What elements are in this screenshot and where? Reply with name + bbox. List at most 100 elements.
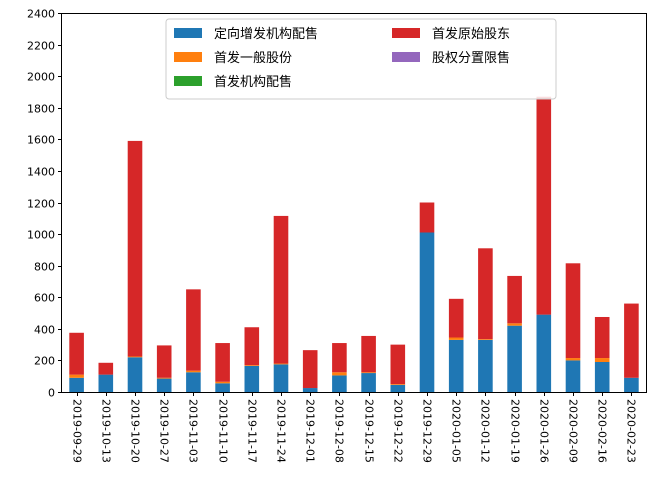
x-tick-label: 2019-11-17 <box>246 399 259 463</box>
bar-segment <box>390 384 406 392</box>
y-axis: 0 200 400 600 800 1000 1200 1400 1600 1800 2000 220… <box>27 8 62 400</box>
x-tick-label: 2020-01-26 <box>538 399 551 463</box>
x-tick-label: 2019-10-13 <box>100 399 113 463</box>
bar-segment <box>156 378 172 392</box>
bar-segment <box>273 363 289 365</box>
bar-segment <box>419 232 435 392</box>
bar-segment <box>156 345 172 378</box>
legend-swatch <box>392 28 420 38</box>
bar-segment <box>302 350 318 389</box>
bar-segment <box>156 377 172 379</box>
y-tick-label: 1800 <box>27 103 55 116</box>
y-tick-label: 200 <box>34 355 55 368</box>
y-tick-label: 2400 <box>27 8 55 21</box>
x-tick-label: 2019-11-03 <box>187 399 200 463</box>
bar-segment <box>186 372 201 392</box>
bar-segment <box>273 364 289 392</box>
x-tick-label: 2020-01-05 <box>450 399 463 463</box>
x-tick-label: 2019-10-27 <box>158 399 171 463</box>
bar-segment <box>536 96 552 315</box>
bar-segment <box>565 263 581 359</box>
bar-segment <box>215 343 230 382</box>
y-tick-label: 1200 <box>27 198 55 211</box>
legend-swatch <box>174 52 202 62</box>
bar-segment <box>332 375 347 392</box>
bar-segment <box>244 365 260 366</box>
bar-segment <box>536 314 552 392</box>
bar-segment <box>361 373 376 392</box>
bars-layer <box>69 96 639 392</box>
bar-segment <box>448 298 464 338</box>
legend-swatch <box>174 28 202 38</box>
x-tick-label: 2019-11-24 <box>275 399 288 463</box>
bar-segment <box>98 362 114 375</box>
legend-label: 定向增发机构配售 <box>214 26 318 42</box>
bar-segment <box>390 384 406 385</box>
x-tick-label: 2019-12-08 <box>333 399 346 463</box>
bar-segment <box>507 275 522 324</box>
y-tick-label: 0 <box>48 387 55 400</box>
x-tick-label: 2019-09-29 <box>71 399 84 463</box>
x-tick-label: 2020-01-19 <box>509 399 522 463</box>
legend-box <box>165 18 557 100</box>
y-tick-label: 1000 <box>27 229 55 242</box>
x-tick-label: 2019-12-22 <box>392 399 405 463</box>
bar-segment <box>448 339 464 392</box>
bar-segment <box>215 381 230 384</box>
y-tick-label: 2000 <box>27 71 55 84</box>
bar-segment <box>507 323 522 326</box>
bar-segment <box>69 374 84 378</box>
x-axis: 2019-09-29 2019-10-13 2019-10-20 2019-10-27… <box>71 392 638 463</box>
bar-segment <box>69 377 84 392</box>
bar-segment <box>594 316 610 359</box>
legend-swatch <box>174 76 202 86</box>
legend-label: 首发一般股份 <box>214 50 292 66</box>
bar-segment <box>215 383 230 392</box>
legend-label: 首发原始股东 <box>432 26 510 42</box>
bar-segment <box>419 202 435 233</box>
bar-segment <box>624 303 639 378</box>
bar-segment <box>361 372 376 374</box>
bar-segment <box>69 332 84 375</box>
bar-segment <box>302 388 318 392</box>
legend-label: 首发机构配售 <box>214 74 292 90</box>
y-tick-label: 1400 <box>27 166 55 179</box>
bar-segment <box>98 374 114 392</box>
bar-segment <box>448 337 464 340</box>
bar-segment <box>332 343 347 373</box>
bar-segment <box>361 335 376 373</box>
x-tick-label: 2019-11-10 <box>217 399 230 463</box>
x-tick-label: 2019-10-20 <box>129 399 142 463</box>
bar-segment <box>594 358 610 362</box>
legend-label: 股权分置限售 <box>432 50 510 66</box>
bar-segment <box>186 370 201 373</box>
bar-segment <box>594 362 610 392</box>
bar-segment <box>565 360 581 392</box>
bar-segment <box>507 325 522 392</box>
x-tick-label: 2020-02-16 <box>596 399 609 463</box>
bar-segment <box>244 327 260 366</box>
bar-segment <box>244 365 260 392</box>
x-tick-label: 2019-12-01 <box>304 399 317 463</box>
x-tick-label: 2020-02-23 <box>625 399 638 463</box>
y-tick-label: 400 <box>34 324 55 337</box>
bar-segment <box>127 357 143 392</box>
x-tick-label: 2020-02-09 <box>567 399 580 463</box>
bar-segment <box>565 358 581 361</box>
y-tick-label: 800 <box>34 261 55 274</box>
bar-segment <box>624 377 639 392</box>
y-tick-label: 2200 <box>27 40 55 53</box>
bar-segment <box>390 344 406 385</box>
legend-swatch <box>392 52 420 62</box>
x-tick-label: 2019-12-29 <box>421 399 434 463</box>
x-tick-label: 2019-12-15 <box>363 399 376 463</box>
bar-segment <box>127 140 143 357</box>
y-tick-label: 600 <box>34 292 55 305</box>
bar-segment <box>332 372 347 376</box>
bar-segment <box>273 215 289 364</box>
bar-segment <box>127 356 143 358</box>
x-tick-label: 2020-01-12 <box>479 399 492 463</box>
bar-segment <box>478 339 493 392</box>
